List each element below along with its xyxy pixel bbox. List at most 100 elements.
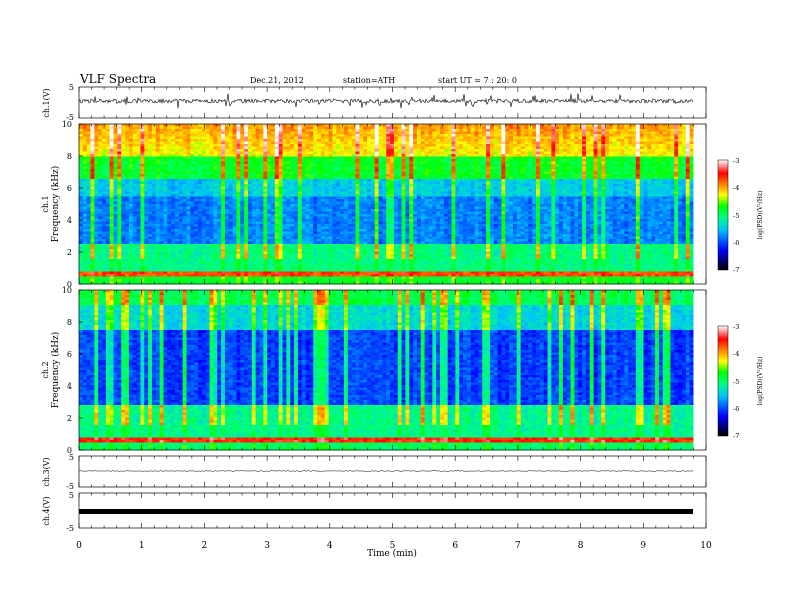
- ch1-spec-cell: [79, 199, 84, 202]
- ch1-spec-cell: [562, 139, 568, 142]
- ch1-spec-cell: [313, 166, 318, 170]
- ch1-spec-cell: [463, 184, 468, 187]
- ch1-spec-cell: [175, 179, 180, 182]
- ch1-spec-cell: [536, 146, 541, 150]
- ch1-spec-cell: [347, 171, 353, 175]
- ch1-spec-cell: [578, 186, 583, 190]
- ch1-spec-cell: [378, 184, 383, 187]
- ch1-spec-cell: [367, 199, 372, 202]
- ch1-spec-cell: [651, 174, 656, 177]
- ch1-spec-cell: [601, 139, 606, 142]
- ch1-spec-cell: [597, 161, 602, 165]
- ch1-spec-cell: [359, 146, 364, 150]
- ch1-spec-cell: [643, 151, 648, 155]
- ch1-spec-cell: [670, 139, 675, 142]
- ch1-spec-cell: [639, 164, 644, 167]
- ch1-spec-cell: [94, 151, 99, 155]
- ch1-spec-cell: [259, 199, 264, 202]
- ch1-spec-cell: [570, 169, 575, 172]
- ch1-spec-cell: [655, 166, 660, 170]
- ch1-spec-cell: [551, 139, 556, 142]
- ch1-spec-cell: [267, 174, 272, 177]
- ch1-spec-cell: [359, 181, 364, 185]
- ch1-spec-cell: [678, 164, 683, 167]
- ch1-spec-cell: [259, 164, 264, 167]
- ch1-spec-cell: [151, 169, 157, 172]
- ch1-spec-cell: [343, 154, 349, 157]
- ch1-spec-cell: [240, 184, 245, 187]
- ch1-spec-cell: [363, 141, 368, 145]
- ch1-spec-cell: [516, 134, 522, 137]
- ch1-spec-cell: [451, 169, 456, 172]
- ch1-spec-cell: [201, 199, 207, 202]
- ch1-spec-cell: [620, 156, 625, 160]
- ch1-spec-cell: [605, 196, 610, 200]
- ch1-spec-cell: [267, 164, 272, 167]
- ch1-spec-cell: [585, 181, 591, 185]
- ch1-spec-cell: [221, 194, 226, 197]
- ch1-spec-cell: [382, 126, 387, 130]
- ch1-spec-cell: [317, 134, 322, 137]
- ch1-spec-cell: [190, 159, 195, 162]
- ch1-spec-cell: [516, 166, 522, 170]
- ch1-spec-cell: [175, 186, 180, 190]
- ch1-spec-cell: [236, 186, 241, 190]
- ch1-spec-cell: [666, 176, 671, 180]
- ch1-spec-cell: [221, 124, 226, 127]
- ch1-spec-cell: [297, 134, 303, 137]
- ch1-spec-cell: [382, 181, 387, 185]
- ch1-spec-cell: [236, 149, 241, 152]
- ch1-spec-cell: [175, 154, 180, 157]
- ch1-spec-cell: [470, 129, 475, 132]
- ch1-spec-cell: [455, 134, 460, 137]
- ch1-spec-cell: [501, 146, 506, 150]
- ch1-spec-cell: [121, 141, 126, 145]
- ch1-spec-cell: [620, 166, 625, 170]
- ch1-spec-cell: [198, 141, 203, 145]
- ch1-spec-cell: [585, 131, 591, 135]
- ch1-spec-cell: [351, 194, 356, 197]
- ch1-spec-cell: [205, 169, 210, 172]
- ch1-spec-cell: [367, 129, 372, 132]
- ch1-spec-cell: [393, 199, 399, 202]
- ch1-spec-cell: [294, 166, 299, 170]
- ch1-spec-cell: [175, 129, 180, 132]
- ch1-spec-cell: [347, 159, 353, 162]
- ch1-spec-cell: [374, 189, 379, 192]
- ch1-spec-cell: [247, 141, 253, 145]
- ch1-spec-cell: [555, 186, 560, 190]
- ch1-spec-cell: [628, 181, 633, 185]
- ch1-spec-cell: [474, 179, 479, 182]
- ch1-spec-cell: [593, 141, 598, 145]
- ch1-spec-cell: [367, 189, 372, 192]
- ch1-spec-cell: [620, 169, 625, 172]
- ch1-spec-cell: [136, 144, 141, 147]
- ch1-spec-cell: [401, 176, 406, 180]
- ch1-spec-cell: [313, 139, 318, 142]
- ch1-spec-cell: [501, 159, 506, 162]
- ch1-spec-cell: [167, 146, 172, 150]
- ch1-spec-cell: [109, 176, 114, 180]
- ch1-spec-cell: [601, 154, 606, 157]
- ch1-spec-cell: [416, 149, 422, 152]
- ch1-spec-cell: [132, 176, 138, 180]
- ch1-spec-cell: [528, 194, 533, 197]
- ch1-spec-cell: [440, 191, 445, 195]
- ch1-spec-cell: [221, 136, 226, 140]
- ch1-spec-cell: [678, 161, 683, 165]
- ch1-spec-cell: [259, 176, 264, 180]
- ch1-spec-cell: [286, 166, 291, 170]
- ch1-spec-cell: [263, 181, 268, 185]
- ch1-spec-cell: [201, 174, 207, 177]
- ch1-spec-cell: [113, 186, 118, 190]
- ch1-spec-cell: [585, 174, 591, 177]
- ch1-spec-cell: [647, 161, 652, 165]
- ch1-spec-cell: [209, 179, 214, 182]
- ch1-spec-cell: [86, 151, 91, 155]
- ch1-spec-cell: [524, 194, 529, 197]
- ch1-spec-cell: [343, 149, 349, 152]
- ch1-spec-cell: [589, 129, 595, 132]
- ch1-spec-cell: [616, 159, 621, 162]
- ch1-spec-cell: [317, 131, 322, 135]
- ch1-spec-cell: [582, 129, 587, 132]
